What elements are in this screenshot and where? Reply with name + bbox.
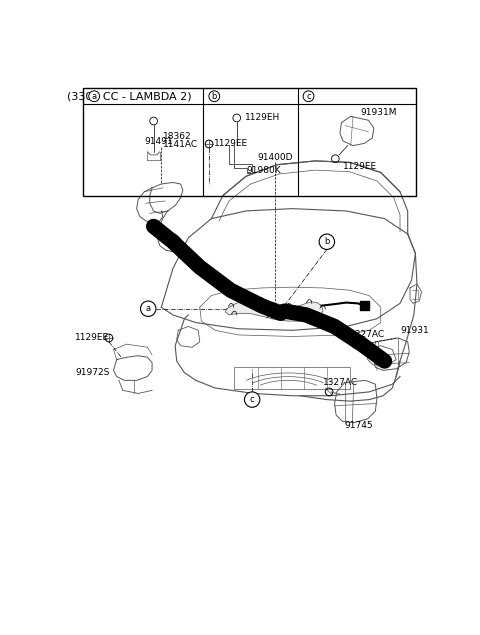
Text: 1129EE: 1129EE (75, 333, 109, 342)
Text: 18362: 18362 (163, 132, 192, 141)
Text: b: b (212, 91, 217, 101)
Polygon shape (360, 301, 369, 311)
Text: 91931: 91931 (400, 326, 429, 335)
Polygon shape (225, 300, 323, 321)
Circle shape (89, 91, 99, 102)
Circle shape (141, 301, 156, 316)
Circle shape (209, 91, 220, 102)
Circle shape (319, 234, 335, 250)
Text: 91491: 91491 (144, 137, 173, 146)
Text: 91980K: 91980K (247, 166, 281, 175)
Text: 91745: 91745 (345, 421, 373, 431)
Text: c: c (250, 395, 254, 404)
Text: 91931M: 91931M (361, 108, 397, 117)
Bar (84, 88, 416, 196)
Text: 91400D: 91400D (258, 152, 293, 161)
Text: 1129EH: 1129EH (244, 114, 280, 123)
Bar (234, 367, 350, 389)
Text: c: c (306, 91, 311, 101)
Text: 91972S: 91972S (75, 368, 109, 377)
Text: 1327AC: 1327AC (323, 378, 358, 387)
Text: 1141AC: 1141AC (163, 140, 198, 149)
Text: (3300 CC - LAMBDA 2): (3300 CC - LAMBDA 2) (67, 91, 192, 102)
Text: 1327AC: 1327AC (350, 330, 385, 338)
Text: 1129EE: 1129EE (343, 162, 377, 171)
Text: b: b (324, 237, 330, 246)
Text: a: a (145, 304, 151, 313)
Text: a: a (92, 91, 96, 101)
Circle shape (244, 392, 260, 407)
Circle shape (303, 91, 314, 102)
Text: 1129EE: 1129EE (214, 140, 248, 149)
